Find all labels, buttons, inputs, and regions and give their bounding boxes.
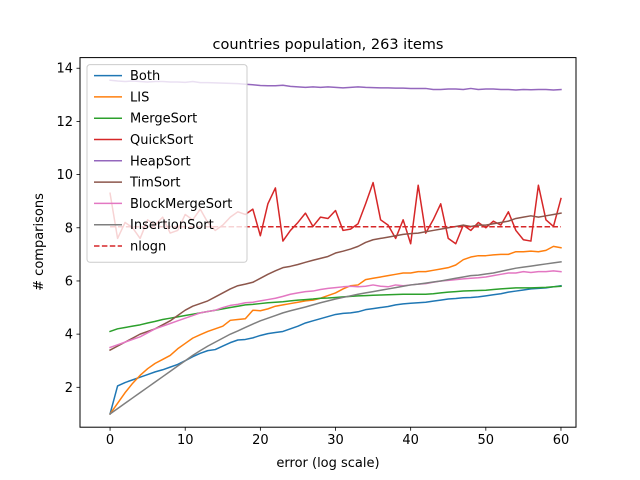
legend-label-quicksort: QuickSort bbox=[130, 133, 193, 148]
legend-label-timsort: TimSort bbox=[129, 176, 180, 191]
legend-box bbox=[86, 64, 248, 263]
series-line-lis bbox=[109, 245, 562, 415]
y-tick-label: 14 bbox=[56, 62, 73, 77]
series-line-timsort bbox=[109, 212, 562, 352]
chart-title: countries population, 263 items bbox=[213, 37, 444, 53]
x-tick-label: 20 bbox=[252, 433, 269, 448]
y-axis-label: # comparisons bbox=[32, 193, 47, 291]
x-tick-label: 10 bbox=[177, 433, 194, 448]
legend-label-insertionsort: InsertionSort bbox=[130, 218, 214, 233]
x-tick-label: 50 bbox=[478, 433, 495, 448]
legend-label-blockmergesort: BlockMergeSort bbox=[130, 197, 232, 212]
series-line-both bbox=[109, 284, 562, 415]
series-line-blockmergesort bbox=[109, 270, 562, 349]
y-tick-label: 8 bbox=[65, 221, 73, 236]
legend-label-lis: LIS bbox=[130, 90, 149, 105]
x-tick-label: 40 bbox=[402, 433, 419, 448]
y-tick-label: 10 bbox=[56, 168, 73, 183]
x-axis-label: error (log scale) bbox=[276, 456, 379, 471]
x-tick-label: 0 bbox=[106, 433, 114, 448]
y-tick-label: 6 bbox=[65, 274, 73, 289]
legend-label-mergesort: MergeSort bbox=[130, 112, 197, 127]
series-line-mergesort bbox=[109, 285, 562, 333]
legend-label-heapsort: HeapSort bbox=[130, 154, 191, 169]
y-tick-label: 12 bbox=[56, 115, 73, 130]
legend-label-nlogn: nlogn bbox=[130, 240, 166, 255]
series-line-insertionsort bbox=[109, 260, 562, 415]
y-tick-label: 2 bbox=[65, 381, 73, 396]
legend: Both LIS MergeSort QuickSort HeapSort TimSort… bbox=[86, 64, 248, 263]
y-axis: 2 4 6 8 10 12 14 bbox=[56, 62, 80, 396]
x-axis: 0 10 20 30 40 50 60 bbox=[106, 427, 569, 448]
plot-frame bbox=[79, 57, 577, 428]
x-tick-label: 30 bbox=[327, 433, 344, 448]
y-tick-label: 4 bbox=[65, 328, 73, 343]
legend-label-both: Both bbox=[130, 69, 160, 84]
x-tick-label: 60 bbox=[553, 433, 570, 448]
